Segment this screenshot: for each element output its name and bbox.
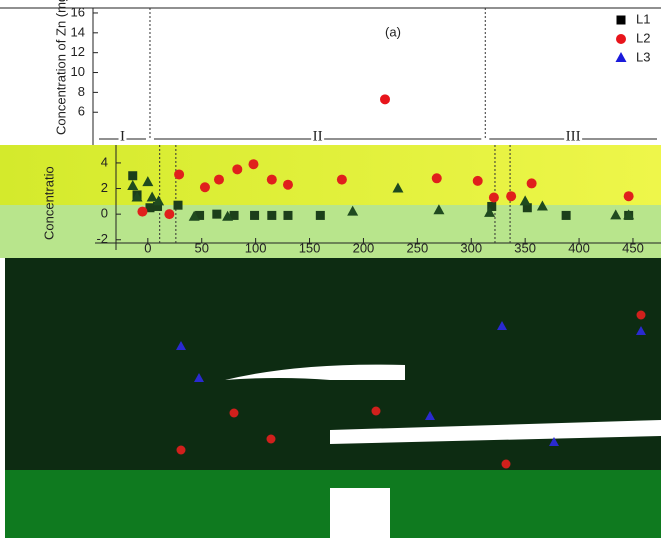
phase-label: II — [313, 128, 323, 144]
x-tick-label: 200 — [353, 240, 375, 255]
marker-circle — [267, 175, 277, 185]
y-tick-label: 2 — [101, 180, 108, 195]
marker-circle — [527, 178, 537, 188]
y-tick-label: 10 — [71, 64, 85, 79]
marker-circle — [489, 193, 499, 203]
y-tick-label: 4 — [101, 154, 108, 169]
marker-circle — [624, 191, 634, 201]
y-tick-label: 16 — [71, 4, 85, 19]
marker-square — [250, 211, 259, 220]
legend-label: L2 — [636, 30, 650, 45]
x-tick-label: 350 — [514, 240, 536, 255]
phase-label: I — [120, 128, 125, 144]
marker-square — [283, 211, 292, 220]
marker-square — [562, 211, 571, 220]
y-axis-label: Concentration of Zn (mg L⁻¹) — [53, 0, 68, 135]
top-panel-bg — [0, 0, 661, 145]
glitch-shape — [330, 488, 390, 538]
y-tick-label: 14 — [71, 24, 85, 39]
y-tick-label: 12 — [71, 44, 85, 59]
x-tick-label: 100 — [245, 240, 267, 255]
y-axis-label: Concentratio — [41, 166, 56, 240]
marker-circle — [380, 94, 390, 104]
marker-square — [316, 211, 325, 220]
x-tick-label: 300 — [460, 240, 482, 255]
panel-label: (a) — [385, 24, 401, 39]
x-tick-label: 150 — [299, 240, 321, 255]
y-tick-label: 8 — [78, 84, 85, 99]
y-tick-label: 0 — [101, 206, 108, 221]
marker-circle — [174, 169, 184, 179]
marker-circle — [283, 180, 293, 190]
x-tick-label: 0 — [144, 240, 151, 255]
x-tick-label: 50 — [194, 240, 208, 255]
marker-circle — [473, 176, 483, 186]
x-tick-label: 400 — [568, 240, 590, 255]
band-bg — [0, 145, 661, 205]
marker-circle — [214, 175, 224, 185]
chart: 6810121416IIIIII(a)Concentration of Zn (… — [0, 0, 661, 538]
marker-circle — [232, 164, 242, 174]
legend-marker — [617, 16, 626, 25]
legend-label: L3 — [636, 49, 650, 64]
marker-square — [267, 211, 276, 220]
page: {"chart_data": [ {"type": "scatter", "la… — [0, 0, 661, 538]
legend-marker — [616, 34, 626, 44]
marker-circle — [248, 159, 258, 169]
marker-circle — [200, 182, 210, 192]
marker-square — [128, 171, 137, 180]
marker-square — [212, 210, 221, 219]
marker-circle — [432, 173, 442, 183]
marker-circle — [137, 207, 147, 217]
marker-square — [174, 201, 183, 210]
legend-label: L1 — [636, 11, 650, 26]
marker-circle — [506, 191, 516, 201]
x-tick-label: 250 — [406, 240, 428, 255]
phase-label: III — [566, 128, 581, 144]
marker-circle — [337, 175, 347, 185]
marker-circle — [164, 209, 174, 219]
y-tick-label: 6 — [78, 104, 85, 119]
y-tick-label: -2 — [96, 231, 108, 246]
x-tick-label: 450 — [622, 240, 644, 255]
